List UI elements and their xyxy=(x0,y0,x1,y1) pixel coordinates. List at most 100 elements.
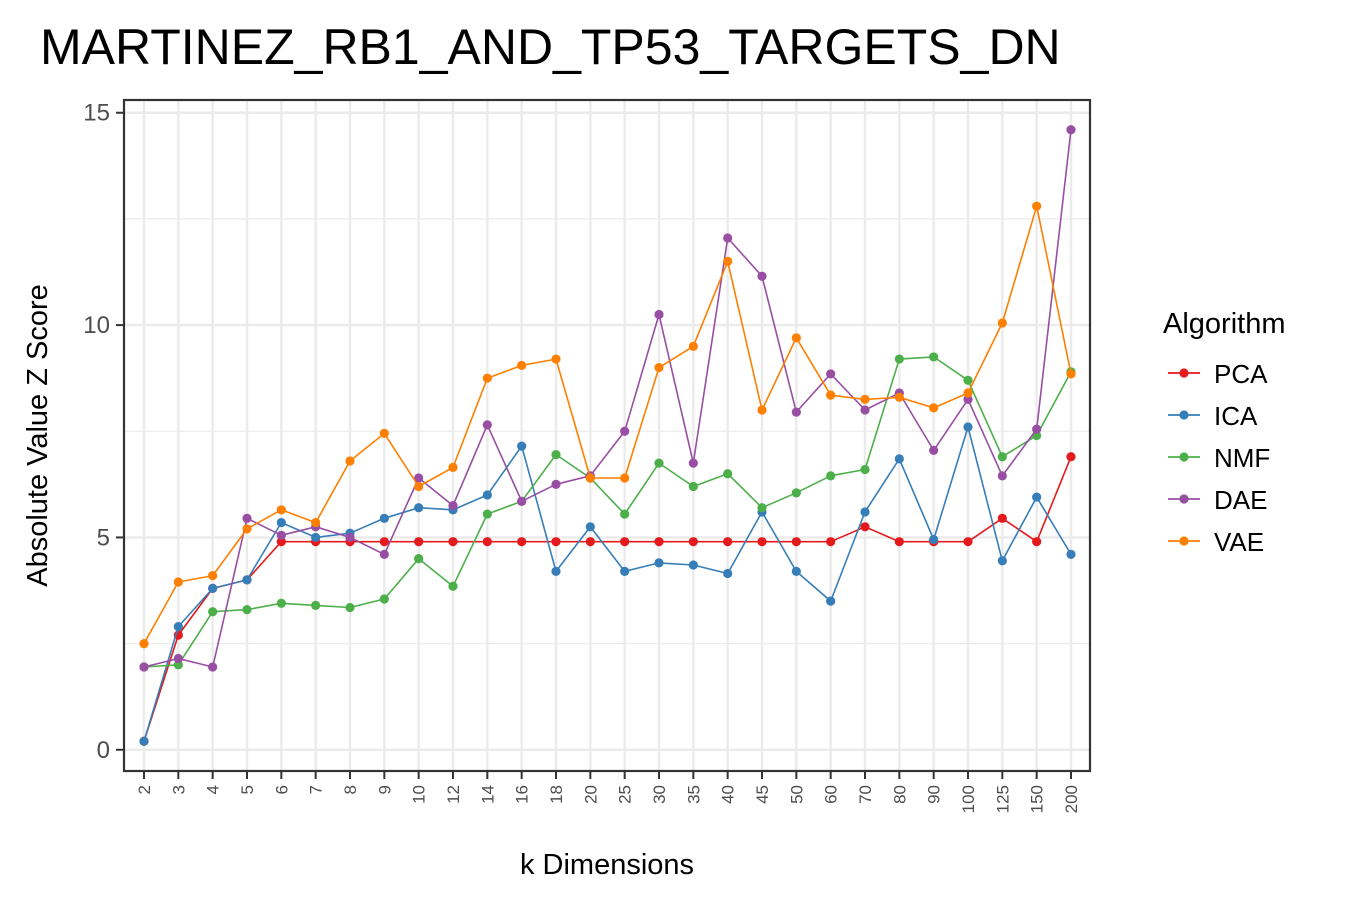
point-ica xyxy=(311,532,321,543)
point-dae xyxy=(379,549,389,560)
x-tick-label: 90 xyxy=(925,785,944,804)
point-pca xyxy=(414,537,424,547)
point-vae xyxy=(585,473,595,483)
point-vae xyxy=(1066,369,1076,379)
point-pca xyxy=(757,537,767,547)
x-axis: 2 3 4 5 6 7 8 9 10 12 14 16 18 20 25 30 35 40 45 50 60 70 80 90… xyxy=(135,771,1081,813)
x-tick-label: 7 xyxy=(307,785,326,794)
point-dae xyxy=(448,500,458,511)
x-tick-label: 45 xyxy=(753,785,772,804)
legend-title: Algorithm xyxy=(1163,308,1286,340)
point-dae xyxy=(620,426,630,436)
x-tick-label: 60 xyxy=(822,785,841,804)
point-dae xyxy=(929,445,939,455)
series-line-vae xyxy=(143,205,1072,644)
point-ica xyxy=(688,560,698,570)
y-tick-label: 15 xyxy=(83,100,110,127)
point-nmf xyxy=(276,598,286,608)
series-line-nmf xyxy=(143,356,1072,668)
point-nmf xyxy=(551,450,561,460)
point-vae xyxy=(929,403,939,413)
point-dae xyxy=(345,532,355,543)
point-ica xyxy=(276,517,286,528)
point-dae xyxy=(963,394,973,405)
point-vae xyxy=(311,517,321,528)
point-pca xyxy=(791,537,801,547)
x-tick-label: 14 xyxy=(478,785,497,804)
series-layer xyxy=(139,125,1076,746)
point-ica xyxy=(860,507,870,517)
point-vae xyxy=(791,333,801,343)
legend-item-vae: VAE xyxy=(1168,527,1264,557)
point-ica xyxy=(208,583,218,593)
point-vae xyxy=(620,473,630,483)
point-vae xyxy=(826,390,836,400)
point-ica xyxy=(997,556,1007,566)
point-nmf xyxy=(414,554,424,564)
x-tick-label: 4 xyxy=(204,785,223,794)
point-pca xyxy=(654,537,664,547)
point-ica xyxy=(1032,492,1042,502)
legend-key-point xyxy=(1179,536,1189,546)
legend-key-point xyxy=(1179,452,1189,462)
legend-label: DAE xyxy=(1214,485,1267,515)
x-tick-label: 16 xyxy=(513,785,532,804)
legend: Algorithm PCA ICA NMF DAE VAE xyxy=(1163,308,1286,557)
point-pca xyxy=(723,537,733,547)
point-nmf xyxy=(311,600,321,610)
point-ica xyxy=(826,596,836,606)
grid-lines xyxy=(124,100,1090,771)
point-nmf xyxy=(208,607,218,617)
point-nmf xyxy=(929,352,939,362)
point-nmf xyxy=(997,452,1007,462)
point-vae xyxy=(894,392,904,402)
x-tick-label: 5 xyxy=(238,785,257,794)
series-line-ica xyxy=(143,426,1072,742)
x-tick-label: 35 xyxy=(684,785,703,804)
point-ica xyxy=(654,558,664,568)
y-axis-title: Absolute Value Z Score xyxy=(22,284,54,587)
point-pca xyxy=(448,537,458,547)
point-dae xyxy=(173,653,183,664)
point-nmf xyxy=(894,354,904,364)
legend-key-point xyxy=(1179,410,1189,420)
point-vae xyxy=(414,481,424,492)
point-vae xyxy=(723,256,733,266)
point-nmf xyxy=(620,509,630,519)
legend-item-ica: ICA xyxy=(1168,401,1258,431)
legend-label: PCA xyxy=(1214,359,1268,389)
x-tick-label: 25 xyxy=(616,785,635,804)
point-vae xyxy=(688,341,698,351)
point-nmf xyxy=(654,458,664,468)
point-vae xyxy=(654,362,664,373)
point-pca xyxy=(997,513,1007,523)
x-tick-label: 30 xyxy=(650,785,669,804)
point-ica xyxy=(551,566,561,576)
point-dae xyxy=(860,405,870,415)
point-dae xyxy=(242,513,252,523)
point-nmf xyxy=(482,509,492,519)
x-tick-label: 100 xyxy=(959,785,978,813)
point-ica xyxy=(139,736,149,746)
plot-panel-border xyxy=(122,98,1092,773)
point-dae xyxy=(276,530,286,540)
point-vae xyxy=(997,318,1007,328)
point-pca xyxy=(1066,452,1076,462)
point-pca xyxy=(963,537,973,547)
point-dae xyxy=(654,309,664,320)
point-dae xyxy=(482,420,492,430)
y-tick-label: 10 xyxy=(83,312,110,339)
x-tick-label: 2 xyxy=(135,785,154,794)
point-nmf xyxy=(826,471,836,481)
point-nmf xyxy=(860,464,870,475)
point-dae xyxy=(826,369,836,379)
point-dae xyxy=(139,662,149,672)
x-tick-label: 18 xyxy=(547,785,566,804)
y-tick-label: 0 xyxy=(97,737,110,764)
point-ica xyxy=(242,575,252,585)
point-pca xyxy=(379,537,389,547)
y-axis: 0 5 10 15 xyxy=(83,100,124,764)
point-vae xyxy=(345,456,355,466)
x-tick-label: 20 xyxy=(581,785,600,804)
